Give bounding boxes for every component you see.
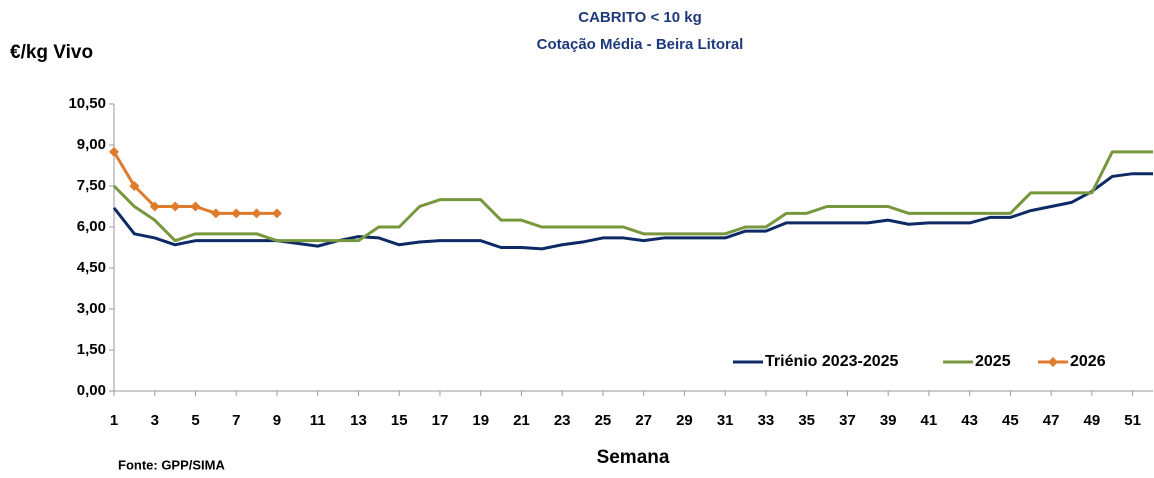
x-tick-label: 13: [350, 412, 367, 429]
x-tick-label: 47: [1043, 412, 1060, 429]
legend-label: Triénio 2023-2025: [765, 353, 899, 370]
series-marker: [210, 208, 221, 219]
series-marker: [170, 201, 181, 212]
legend-marker: [1048, 357, 1058, 367]
x-tick-label: 33: [758, 412, 775, 429]
legend-label: 2025: [975, 353, 1011, 370]
x-tick-label: 1: [110, 412, 118, 429]
x-tick-label: 27: [635, 412, 652, 429]
y-tick-label: 4,50: [77, 259, 106, 276]
series-line: [112, 150, 1153, 243]
y-axis-label: €/kg Vivo: [10, 42, 93, 63]
series-marker: [271, 208, 282, 219]
y-tick-label: 7,50: [77, 177, 106, 194]
y-tick-label: 9,00: [77, 136, 106, 153]
x-tick-label: 11: [310, 412, 326, 429]
x-tick-label: 3: [151, 412, 159, 429]
x-tick-label: 37: [839, 412, 856, 429]
y-tick-label: 0,00: [77, 382, 106, 399]
legend-label: 2026: [1070, 353, 1106, 370]
series-marker: [109, 146, 119, 157]
chart-subtitle: Cotação Média - Beira Litoral: [537, 36, 744, 53]
x-tick-label: 35: [798, 412, 815, 429]
x-tick-label: 31: [717, 412, 734, 429]
x-tick-label: 9: [273, 412, 281, 429]
series-marker: [149, 201, 160, 212]
x-tick-label: 25: [595, 412, 612, 429]
x-tick-label: 17: [432, 412, 449, 429]
x-tick-label: 23: [554, 412, 571, 429]
x-tick-label: 21: [513, 412, 530, 429]
series-marker: [190, 201, 201, 212]
x-tick-label: 19: [472, 412, 489, 429]
x-tick-label: 5: [191, 412, 199, 429]
x-tick-label: 51: [1124, 412, 1141, 429]
x-tick-label: 15: [391, 412, 408, 429]
x-tick-label: 49: [1084, 412, 1101, 429]
y-tick-label: 1,50: [77, 341, 106, 358]
x-axis-label: Semana: [597, 447, 670, 468]
chart-title: CABRITO < 10 kg: [578, 9, 702, 26]
x-tick-label: 29: [676, 412, 693, 429]
series-marker: [129, 181, 140, 191]
series-marker: [231, 208, 242, 219]
x-tick-label: 41: [921, 412, 938, 429]
series-marker: [251, 208, 262, 219]
y-tick-label: 10,50: [68, 95, 106, 112]
y-tick-label: 6,00: [77, 218, 106, 235]
x-tick-label: 43: [961, 412, 978, 429]
x-tick-label: 7: [232, 412, 240, 429]
source: Fonte: GPP/SIMA: [118, 457, 226, 472]
x-tick-label: 39: [880, 412, 897, 429]
x-tick-label: 45: [1002, 412, 1019, 429]
y-tick-label: 3,00: [77, 300, 106, 317]
